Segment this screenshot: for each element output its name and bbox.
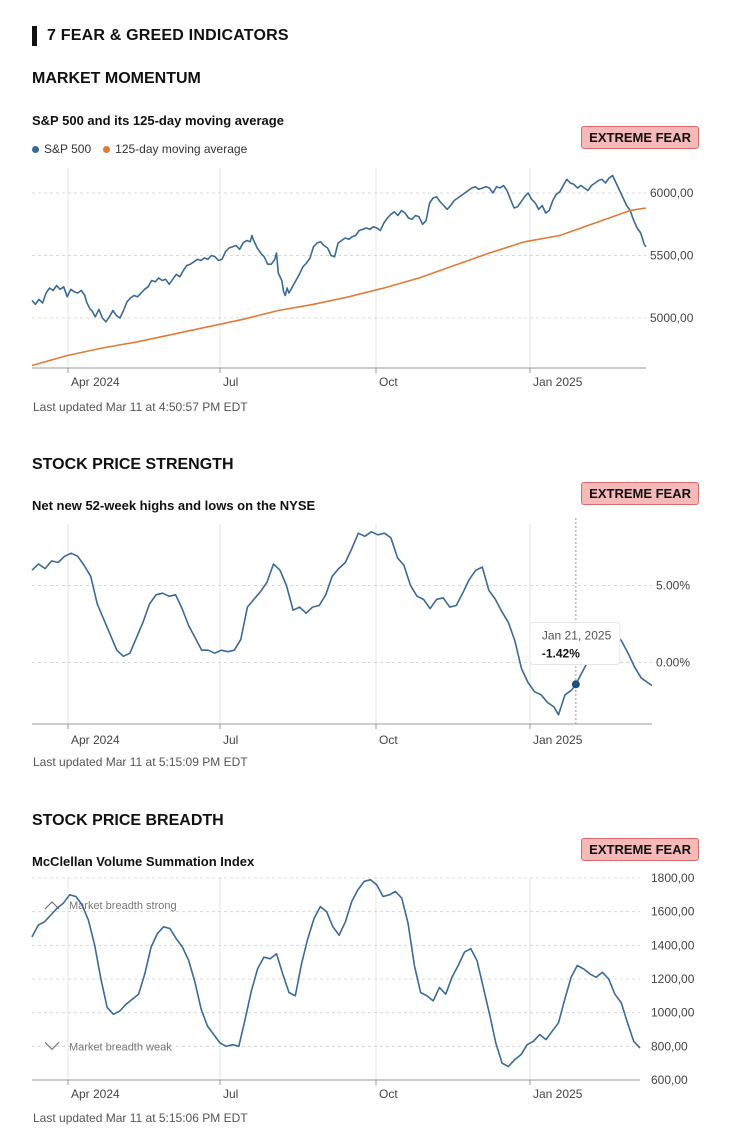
section-heading: 7 FEAR & GREED INDICATORS [32,26,289,46]
x-tick-label: Jan 2025 [533,375,583,389]
x-tick-label: Jan 2025 [533,1087,583,1101]
y-tick-label: 5500,00 [650,249,694,263]
status-badge-breadth: EXTREME FEAR [581,838,699,861]
legend-label: 125-day moving average [115,142,248,156]
chevron-up-icon [44,901,60,910]
x-tick-label: Oct [379,733,398,747]
chart-stock-price-breadth[interactable]: 1800,00 1600,00 1400,00 1200,00 1000,00 800,0… [0,868,754,1104]
x-tick-label: Apr 2024 [71,375,120,389]
y-tick-label: 0.00% [656,655,690,669]
last-updated-breadth: Last updated Mar 11 at 5:15:06 PM EDT [33,1111,248,1125]
tooltip-value: -1.42% [542,646,580,660]
series-line-secondary [31,207,647,367]
status-badge-momentum: EXTREME FEAR [581,126,699,149]
tooltip-point [571,680,580,689]
x-tick-label: Apr 2024 [71,1087,120,1101]
x-tick-label: Jul [223,375,238,389]
chart-market-momentum[interactable]: 6000,00 5500,00 5000,00 Apr 2024 Jul Oct Jan 2… [0,160,754,392]
y-tick-label: 1600,00 [651,905,695,919]
last-updated-momentum: Last updated Mar 11 at 4:50:57 PM EDT [33,400,248,414]
series-line-primary [31,878,641,1068]
chart-subtitle-momentum: S&P 500 and its 125-day moving average [32,113,284,128]
status-badge-strength: EXTREME FEAR [581,482,699,505]
y-tick-label: 5.00% [656,579,690,593]
y-tick-label: 800,00 [651,1039,688,1053]
panel-title-market-momentum: MARKET MOMENTUM [32,70,201,87]
tooltip-date: Jan 21, 2025 [542,628,612,642]
y-tick-label: 600,00 [651,1073,688,1087]
series-line-primary [31,174,647,323]
x-tick-label: Oct [379,375,398,389]
chart-subtitle-strength: Net new 52-week highs and lows on the NY… [32,498,316,513]
x-tick-label: Apr 2024 [71,733,120,747]
section-bar [32,26,37,46]
y-tick-label: 1400,00 [651,938,695,952]
chart-legend-momentum: S&P 500 125-day moving average [32,142,259,156]
breadth-annotation: Market breadth strong [69,900,177,912]
legend-item-moving-average: 125-day moving average [103,142,247,156]
last-updated-strength: Last updated Mar 11 at 5:15:09 PM EDT [33,755,248,769]
x-tick-label: Oct [379,1087,398,1101]
panel-title-stock-price-strength: STOCK PRICE STRENGTH [32,456,234,473]
legend-dot-icon [103,145,111,153]
legend-item-sp500: S&P 500 [32,142,91,156]
legend-dot-icon [32,145,39,153]
y-tick-label: 1800,00 [651,871,695,885]
x-tick-label: Jul [223,1087,238,1101]
chevron-down-icon [44,1041,60,1051]
legend-label: S&P 500 [44,142,92,156]
series-line-primary [31,530,653,716]
chart-subtitle-breadth: McClellan Volume Summation Index [32,854,255,869]
x-tick-label: Jan 2025 [533,733,583,747]
y-tick-label: 5000,00 [650,311,694,325]
y-tick-label: 1000,00 [651,1006,695,1020]
x-tick-label: Jul [223,733,238,747]
tooltip-box [529,621,621,665]
y-tick-label: 6000,00 [650,186,694,200]
y-tick-label: 1200,00 [651,972,695,986]
panel-title-stock-price-breadth: STOCK PRICE BREADTH [32,812,224,829]
breadth-annotation: Market breadth weak [69,1041,172,1053]
chart-stock-price-strength[interactable]: 5.00% 0.00% Apr 2024 Jul Oct Jan 2025 Jan 21, … [0,518,754,750]
section-title: 7 FEAR & GREED INDICATORS [47,27,289,44]
